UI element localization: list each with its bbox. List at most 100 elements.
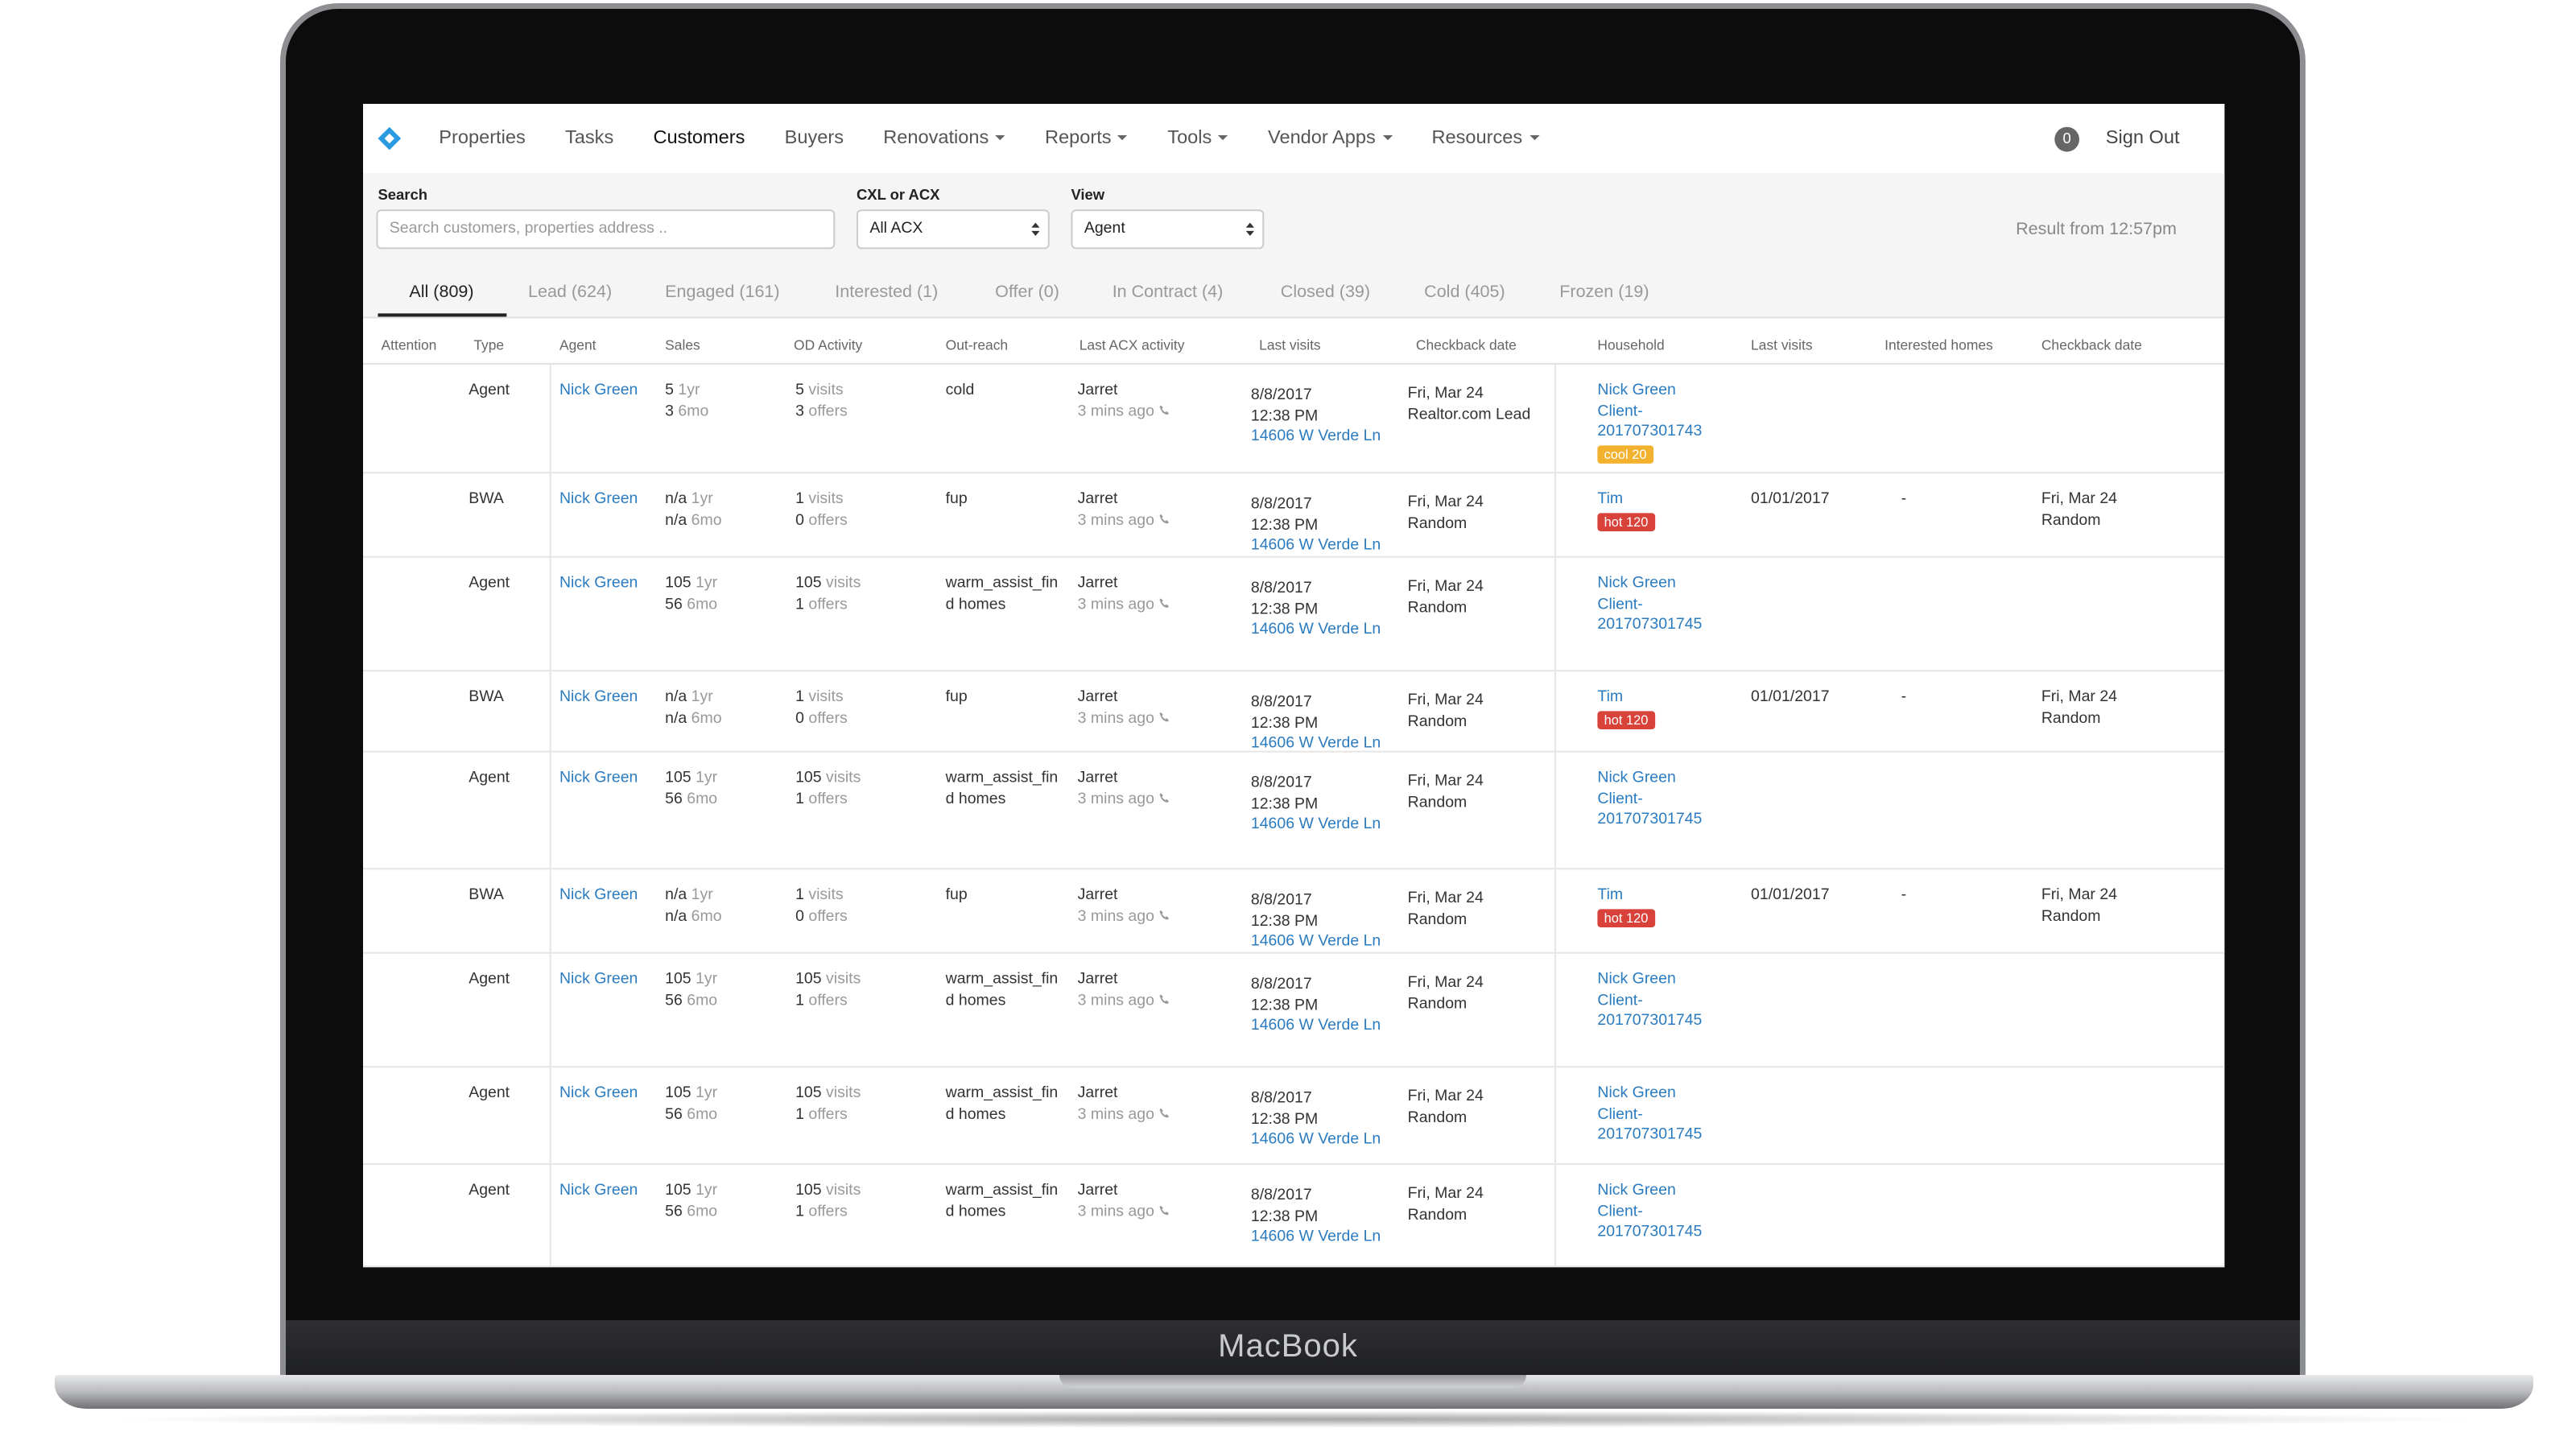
- od-activity: 105 visits 1 offers: [795, 574, 861, 615]
- nav-item[interactable]: Resources: [1431, 129, 1539, 148]
- household-name[interactable]: Nick Green Client-201707301745: [1597, 769, 1703, 828]
- unit: 6mo: [691, 708, 722, 727]
- acx-activity: Jarret 3 mins ago: [1078, 490, 1170, 531]
- value: 56: [665, 789, 683, 808]
- phone-icon: [1159, 711, 1170, 721]
- household-name[interactable]: Tim: [1597, 886, 1624, 905]
- tab[interactable]: Interested (1): [835, 282, 939, 302]
- checkback: Fri, Mar 24 Random: [1408, 890, 1484, 931]
- visit-address[interactable]: 14606 W Verde Ln: [1250, 1130, 1381, 1149]
- agent[interactable]: Nick Green: [559, 886, 638, 905]
- agent[interactable]: Nick Green: [559, 489, 638, 509]
- household-name[interactable]: Nick Green Client-201707301745: [1597, 574, 1703, 634]
- unit: offers: [808, 906, 848, 925]
- household: Nick Green Client-201707301745: [1597, 1084, 1716, 1146]
- outreach: warm_assist_find homes: [945, 769, 1059, 808]
- household-name[interactable]: Nick Green Client-201707301743: [1597, 381, 1703, 441]
- household-name[interactable]: Nick Green Client-201707301745: [1597, 970, 1703, 1030]
- agent[interactable]: Nick Green: [559, 769, 638, 787]
- agent[interactable]: Nick Green: [559, 1084, 638, 1103]
- checkback-note: Random: [1407, 792, 1468, 811]
- agent[interactable]: Nick Green: [559, 381, 638, 399]
- tab[interactable]: In Contract (4): [1112, 282, 1224, 302]
- tab[interactable]: Engaged (161): [665, 282, 780, 302]
- logo[interactable]: [378, 126, 402, 151]
- column-header: Type: [473, 336, 505, 353]
- tab[interactable]: All (809): [409, 282, 474, 302]
- visit-address[interactable]: 14606 W Verde Ln: [1250, 536, 1381, 555]
- nav-item[interactable]: Vendor Apps: [1268, 129, 1393, 148]
- sign-out[interactable]: Sign Out: [2105, 128, 2180, 149]
- visit-address[interactable]: 14606 W Verde Ln: [1250, 734, 1381, 753]
- sales-line: 56 6mo: [665, 1202, 717, 1223]
- value: 105: [665, 574, 691, 592]
- nav-item[interactable]: Reports: [1045, 129, 1129, 148]
- checkback-date: Fri, Mar 24: [1407, 577, 1484, 596]
- sales-line: 105 1yr: [665, 1084, 717, 1105]
- visit-address[interactable]: 14606 W Verde Ln: [1250, 620, 1381, 639]
- od-activity-line: 105 visits: [795, 1084, 861, 1105]
- checkback-note: Random: [1407, 1205, 1468, 1224]
- visit-address[interactable]: 14606 W Verde Ln: [1250, 427, 1381, 446]
- tab[interactable]: Frozen (19): [1559, 282, 1649, 302]
- notification-badge[interactable]: 0: [2054, 126, 2079, 152]
- sales: n/a 1yr n/a 6mo: [665, 688, 721, 729]
- value: 105: [795, 1084, 822, 1103]
- checkback-date: Fri, Mar 24: [1407, 1184, 1484, 1203]
- nav-item[interactable]: Customers: [653, 128, 745, 149]
- value: 56: [665, 1202, 683, 1220]
- checkback: Fri, Mar 24 Random: [2041, 688, 2117, 729]
- household-name[interactable]: Nick Green Client-201707301745: [1597, 1084, 1703, 1144]
- household-name[interactable]: Nick Green Client-201707301745: [1597, 1181, 1703, 1241]
- nav-item[interactable]: Properties: [439, 128, 526, 149]
- sales: 105 1yr 56 6mo: [665, 574, 717, 615]
- od-activity-line: 5 visits: [795, 381, 848, 402]
- agent[interactable]: Nick Green: [559, 970, 638, 989]
- agent[interactable]: Nick Green: [559, 1181, 638, 1200]
- outreach: fup: [945, 886, 968, 905]
- checkback-note: Random: [1407, 910, 1468, 928]
- unit: visits: [808, 381, 844, 399]
- sales-line: n/a 6mo: [665, 906, 721, 927]
- value: n/a: [665, 510, 687, 529]
- tab[interactable]: Lead (624): [528, 282, 613, 302]
- unit: visits: [808, 489, 844, 509]
- column-header[interactable]: Last ACX activity: [1079, 336, 1185, 353]
- visit-address[interactable]: 14606 W Verde Ln: [1250, 815, 1381, 834]
- unit: visits: [826, 769, 861, 787]
- sales-line: 3 6mo: [665, 402, 708, 423]
- visit-time: 12:38 PM: [1250, 996, 1319, 1014]
- caret: [1381, 134, 1393, 141]
- household-name[interactable]: Tim: [1597, 489, 1624, 509]
- sales-line: 56 6mo: [665, 1104, 717, 1125]
- visit-address[interactable]: 14606 W Verde Ln: [1250, 932, 1381, 951]
- tab[interactable]: Closed (39): [1280, 282, 1371, 302]
- cxl-select[interactable]: All ACX: [856, 209, 1050, 250]
- unit: offers: [808, 1202, 848, 1220]
- visit-date: 8/8/2017: [1250, 494, 1312, 514]
- search-input[interactable]: Search customers, properties address ..: [376, 209, 836, 250]
- column-header: Out-reach: [945, 336, 1009, 353]
- nav-item[interactable]: Buyers: [784, 128, 844, 149]
- column-header[interactable]: Last visits: [1259, 336, 1321, 353]
- nav-item[interactable]: Tasks: [564, 128, 614, 149]
- type: BWA: [469, 886, 504, 905]
- visit-time: 12:38 PM: [1250, 794, 1319, 813]
- view-select[interactable]: Agent: [1071, 209, 1265, 250]
- column-header: Agent: [559, 336, 597, 353]
- acx-name: Jarret: [1077, 886, 1118, 905]
- agent[interactable]: Nick Green: [559, 687, 638, 707]
- nav-item[interactable]: Tools: [1167, 129, 1228, 148]
- last-visit: 8/8/2017 12:38 PM 14606 W Verde Ln: [1251, 1089, 1381, 1151]
- agent[interactable]: Nick Green: [559, 574, 638, 592]
- visit-address[interactable]: 14606 W Verde Ln: [1250, 1228, 1381, 1246]
- laptop-notch: [1059, 1375, 1526, 1388]
- od-activity-line: 0 offers: [795, 906, 848, 927]
- tab[interactable]: Cold (405): [1424, 282, 1505, 302]
- table-row: BWA Nick Green n/a 1yr n/a 6mo 1 visits 0 off…: [363, 473, 2225, 558]
- tab[interactable]: Offer (0): [995, 282, 1059, 302]
- household-name[interactable]: Tim: [1597, 687, 1624, 707]
- visit-address[interactable]: 14606 W Verde Ln: [1250, 1016, 1381, 1035]
- column-header: Last visits: [1751, 336, 1813, 353]
- nav-item[interactable]: Renovations: [883, 129, 1005, 148]
